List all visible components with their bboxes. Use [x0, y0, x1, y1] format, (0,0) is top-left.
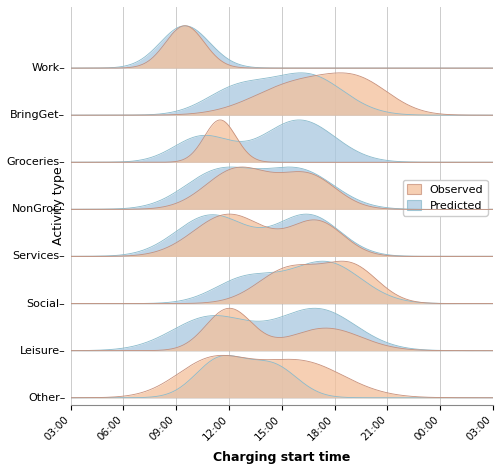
X-axis label: Charging start time: Charging start time: [213, 451, 350, 464]
Text: Work–: Work–: [32, 63, 66, 73]
Text: Social–: Social–: [26, 299, 66, 309]
Text: NonGroc–: NonGroc–: [12, 204, 66, 214]
Y-axis label: Activity type: Activity type: [52, 167, 65, 245]
Legend: Observed, Predicted: Observed, Predicted: [403, 179, 487, 216]
Text: Services–: Services–: [12, 252, 66, 261]
Text: Other–: Other–: [28, 393, 66, 403]
Text: Leisure–: Leisure–: [20, 346, 66, 356]
Text: BringGet–: BringGet–: [10, 110, 66, 120]
Text: Groceries–: Groceries–: [6, 157, 66, 167]
